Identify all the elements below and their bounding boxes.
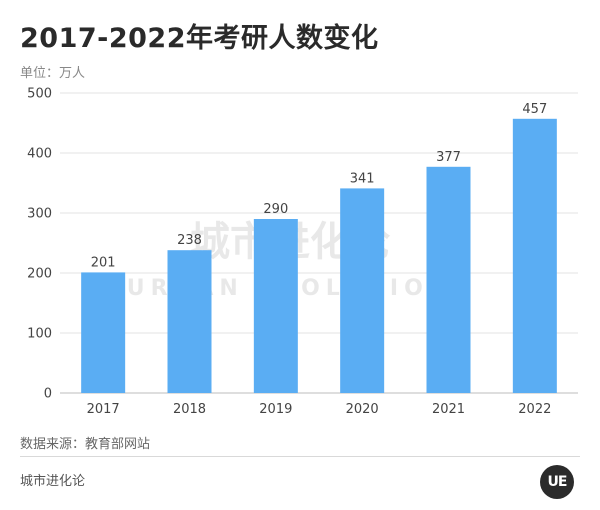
footer-brand: 城市进化论 [20, 474, 86, 489]
bar-2019 [253, 219, 298, 393]
data-label: 238 [177, 233, 202, 248]
chart-title: 2017-2022年考研人数变化 [20, 23, 379, 54]
y-tick-label: 500 [27, 87, 52, 102]
x-tick-label: 2022 [518, 402, 551, 417]
y-axis-labels: 0 100 200 300 400 500 [27, 87, 52, 402]
x-tick-label: 2017 [87, 402, 120, 417]
data-label: 201 [91, 255, 116, 270]
data-label: 377 [436, 150, 461, 165]
bar-2017 [81, 272, 126, 393]
bar-2022 [512, 118, 557, 394]
footer-divider [20, 456, 580, 457]
unit-label: 单位：万人 [20, 66, 86, 81]
y-tick-label: 400 [27, 147, 52, 162]
bar-2020 [340, 188, 385, 393]
bars [81, 118, 557, 394]
x-tick-label: 2021 [432, 402, 465, 417]
data-label: 290 [263, 202, 288, 217]
y-tick-label: 100 [27, 327, 52, 342]
x-tick-label: 2020 [346, 402, 379, 417]
bar-2021 [426, 166, 471, 393]
bar-2018 [167, 250, 212, 393]
x-tick-label: 2018 [173, 402, 206, 417]
y-tick-label: 0 [44, 387, 52, 402]
data-label: 341 [350, 171, 375, 186]
data-label: 457 [522, 102, 547, 117]
x-tick-label: 2019 [259, 402, 292, 417]
y-tick-label: 200 [27, 267, 52, 282]
data-labels: 201 238 290 341 377 457 [91, 102, 547, 271]
data-source: 数据来源：教育部网站 [20, 437, 151, 452]
gridlines [60, 92, 578, 394]
brand-logo-icon: UE [540, 465, 574, 499]
x-axis-labels: 2017 2018 2019 2020 2021 2022 [87, 402, 552, 417]
y-tick-label: 300 [27, 207, 52, 222]
